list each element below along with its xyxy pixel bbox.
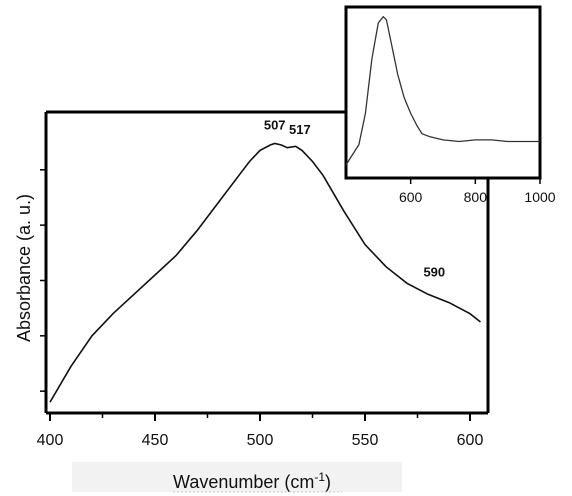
peak-label: 517 <box>289 122 311 137</box>
peak-label: 590 <box>423 264 445 279</box>
main-x-tick-label: 600 <box>457 432 484 449</box>
main-x-tick-labels: 400 450 500 550 600 <box>37 432 484 449</box>
main-y-ticks <box>40 169 46 392</box>
main-x-tick-label: 550 <box>352 432 379 449</box>
inset-x-tick-labels: 600 800 1000 <box>399 189 556 205</box>
inset-x-tick-label: 800 <box>464 189 488 205</box>
x-axis-label-superscript: -1 <box>314 470 325 484</box>
inset-frame <box>344 5 542 180</box>
inset-x-tick-label: 1000 <box>524 189 555 205</box>
peak-label: 507 <box>264 118 286 133</box>
x-axis-label-close: ) <box>325 472 331 492</box>
main-x-ticks <box>49 413 471 421</box>
inset-series-line <box>345 15 540 166</box>
main-x-tick-label: 400 <box>37 432 64 449</box>
x-axis-label-background <box>72 462 402 492</box>
main-x-tick-label: 450 <box>142 432 169 449</box>
inset-x-ticks <box>409 178 541 184</box>
inset-plot: 600 800 1000 <box>344 5 556 205</box>
inset-x-tick-label: 600 <box>399 189 423 205</box>
absorbance-series-line <box>49 142 481 403</box>
main-x-tick-label: 500 <box>247 432 274 449</box>
x-axis-label: Wavenumber (cm-1) <box>173 470 331 492</box>
peak-annotations: 507 517 590 <box>264 118 445 280</box>
y-axis-label: Absorbance (a. u.) <box>14 194 34 342</box>
